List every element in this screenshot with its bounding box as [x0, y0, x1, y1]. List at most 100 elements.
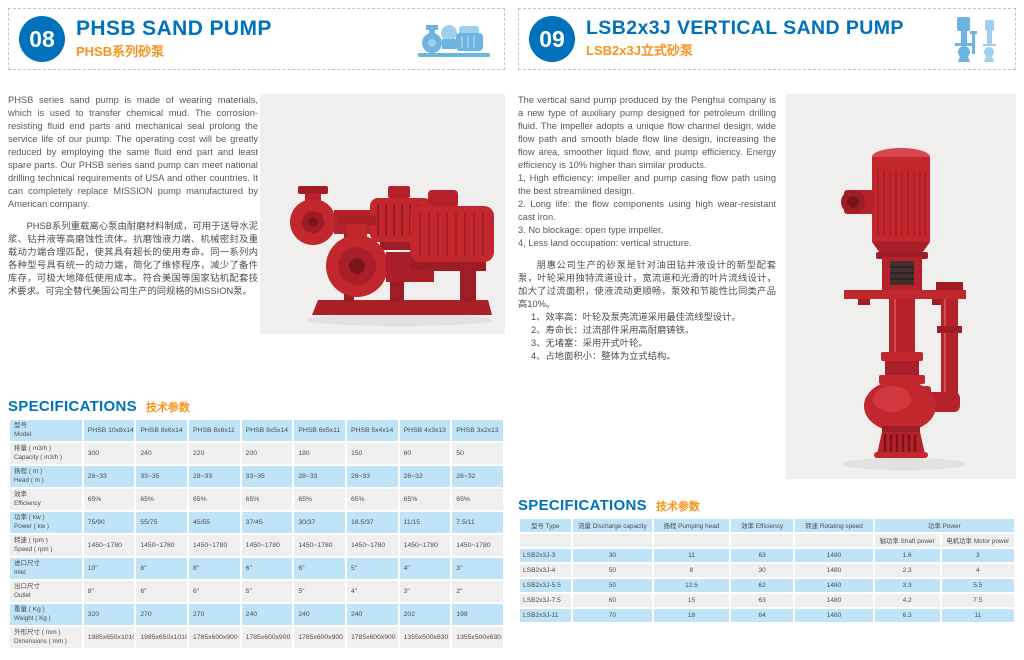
- header-cell: 转速 Rotating speed: [795, 519, 873, 532]
- row-label-cell: 功率 ( kw ) Power ( kw ): [10, 512, 82, 533]
- table-subheader-row: 轴功率 Shaft power 电机功率 Motor power: [520, 534, 1014, 547]
- header-cell: 扬程 Pumping head: [654, 519, 729, 532]
- table-row: LSB2x3J-4 50 8 30 1480 2.3 4: [520, 564, 1014, 577]
- feature-list-item: 2、寿命长：过流部件采用高耐磨铸铁。: [531, 325, 695, 335]
- spec-value-cell: 5": [294, 581, 345, 602]
- row-label-cell: 转速 ( rpm ) Speed ( rpm ): [10, 535, 82, 556]
- lsb-text: The vertical sand pump produced by the P…: [518, 94, 776, 363]
- feature-list-item: 3、无堵塞：采用开式叶轮。: [531, 338, 648, 348]
- section-title: LSB2x3J VERTICAL SAND PUMP: [586, 16, 904, 39]
- spec-value-cell: 63: [730, 549, 794, 562]
- type-cell: LSB2x3J-7.5: [520, 594, 571, 607]
- row-label-cell: 扬程 ( m ) Head ( m ): [10, 466, 82, 487]
- label-en: Head ( m ): [14, 477, 44, 484]
- spec-value-cell: 28~33: [189, 466, 240, 487]
- spec-value-cell: 1480: [795, 564, 873, 577]
- model-cell: PHSB 8x5x14: [241, 420, 293, 441]
- lsb-spec-table: 型号 Type 流量 Discharge capacity 扬程 Pumping h…: [518, 517, 1016, 624]
- lsb-spec-heading: SPECIFICATIONS 技术参数: [518, 497, 1016, 515]
- table-row: 功率 ( kw ) Power ( kw ) 75/90 55/75 45/55 37/4…: [10, 512, 503, 533]
- phsb-text: PHSB series sand pump is made of wearing…: [8, 94, 258, 298]
- spec-value-cell: 1450~1780: [399, 535, 451, 556]
- spec-value-cell: 3.3: [874, 579, 940, 592]
- spec-value-cell: 1480: [795, 594, 873, 607]
- spec-value-cell: 6": [294, 558, 345, 579]
- table-row: 出口尺寸 Outlet 8" 6" 6" 5" 5" 4" 3" 2": [10, 581, 503, 602]
- label-en: Speed ( rpm ): [14, 546, 53, 553]
- spec-value-cell: 4.2: [874, 594, 940, 607]
- spec-value-cell: 8": [83, 581, 135, 602]
- table-header-row: 型号 Model PHSB 10x8x14 PHSB 8x6x14 PHSB 8x6x1…: [10, 420, 503, 441]
- type-cell: LSB2x3J-11: [520, 609, 571, 622]
- spec-value-cell: 30: [730, 564, 794, 577]
- lsb-feature-list-zh: 1、效率高：叶轮及泵壳流道采用最佳流线型设计。 2、寿命长：过流部件采用高耐磨铸铁…: [518, 311, 776, 363]
- feature-list-item: 4、占地面积小：整体为立式结构。: [531, 351, 676, 361]
- header-cell: 流量 Discharge capacity: [572, 519, 653, 532]
- label-zh: 转速 ( rpm ): [14, 537, 48, 544]
- spec-value-cell: 8: [654, 564, 729, 577]
- row-label-cell: 重量 ( Kg ) Weight ( Kg ): [10, 604, 82, 625]
- spec-value-cell: 70: [572, 609, 653, 622]
- spec-value-cell: 6": [241, 558, 293, 579]
- label-en: Weight ( Kg ): [14, 615, 51, 622]
- spec-value-cell: 180: [294, 443, 345, 464]
- table-row: LSB2x3J-5.5 50 12.5 62 1480 3.3 5.5: [520, 579, 1014, 592]
- label-zh: 出口尺寸: [14, 583, 40, 590]
- spec-value-cell: 65%: [189, 489, 240, 510]
- label-en: Capacity ( m3/h ): [14, 454, 62, 461]
- spec-value-cell: 55/75: [136, 512, 188, 533]
- spec-value-cell: 50: [452, 443, 503, 464]
- row-label-cell: 效率 Efficiency: [10, 489, 82, 510]
- empty-cell: [730, 534, 794, 547]
- lsb-pump-photo: [786, 94, 1016, 479]
- horizontal-pumps-illustration: [290, 186, 494, 326]
- spec-value-cell: 5": [346, 558, 398, 579]
- header-cell: 型号 Type: [520, 519, 571, 532]
- feature-list-item: 4, Less land occupation: vertical struct…: [518, 238, 692, 248]
- spec-value-cell: 11: [654, 549, 729, 562]
- phsb-header: 08 PHSB SAND PUMP PHSB系列砂泵: [8, 8, 505, 70]
- spec-value-cell: 202: [399, 604, 451, 625]
- spec-value-cell: 10": [83, 558, 135, 579]
- spec-value-cell: 64: [730, 609, 794, 622]
- lsb-description-zh: 朋惠公司生产的砂泵是针对油田钻井液设计的新型配套泵，叶轮采用独特流道设计，宽流道…: [518, 260, 776, 309]
- table-row: 进口尺寸 Inlet 10" 8" 8" 6" 6" 5" 4" 3": [10, 558, 503, 579]
- table-row: 排量 ( m3/h ) Capacity ( m3/h ) 300 240 220 200…: [10, 443, 503, 464]
- spec-value-cell: 45/55: [189, 512, 240, 533]
- spec-value-cell: 12.5: [654, 579, 729, 592]
- feature-list-item: 1、效率高：叶轮及泵壳流道采用最佳流线型设计。: [531, 312, 741, 322]
- label-en: Dimensions ( mm ): [14, 638, 67, 645]
- phsb-description-zh: PHSB系列重载离心泵由耐磨材料制成，可用于送导水泥浆、钻井液等高磨蚀性流体。抗…: [8, 221, 258, 296]
- spec-value-cell: 1450~1780: [346, 535, 398, 556]
- power-subheader-cell: 电机功率 Motor power: [941, 534, 1014, 547]
- type-cell: LSB2x3J-4: [520, 564, 571, 577]
- spec-title-en: SPECIFICATIONS: [8, 398, 137, 415]
- model-cell: PHSB 8x6x14: [136, 420, 188, 441]
- spec-value-cell: 4": [346, 581, 398, 602]
- spec-value-cell: 240: [136, 443, 188, 464]
- phsb-titles: PHSB SAND PUMP PHSB系列砂泵: [76, 17, 414, 60]
- model-cell: PHSB 6x5x11: [294, 420, 345, 441]
- phsb-content: PHSB series sand pump is made of wearing…: [8, 94, 505, 334]
- row-label-cell: 排量 ( m3/h ) Capacity ( m3/h ): [10, 443, 82, 464]
- model-cell: PHSB 8x6x11: [189, 420, 240, 441]
- phsb-description-en: PHSB series sand pump is made of wearing…: [8, 95, 258, 209]
- lsb-description-en: The vertical sand pump produced by the P…: [518, 95, 776, 170]
- spec-value-cell: 198: [452, 604, 503, 625]
- empty-cell: [520, 534, 571, 547]
- section-subtitle: PHSB系列砂泵: [76, 44, 165, 60]
- spec-value-cell: 300: [83, 443, 135, 464]
- empty-cell: [654, 534, 729, 547]
- spec-value-cell: 1480: [795, 579, 873, 592]
- spec-value-cell: 11/15: [399, 512, 451, 533]
- model-header-cell: 型号 Model: [10, 420, 82, 441]
- table-row: 转速 ( rpm ) Speed ( rpm ) 1450~1780 1450~178…: [10, 535, 503, 556]
- vertical-pump-illustration: [841, 148, 966, 470]
- model-cell: PHSB 4x3x13: [399, 420, 451, 441]
- spec-value-cell: 60: [399, 443, 451, 464]
- spec-value-cell: 5": [241, 581, 293, 602]
- spec-value-cell: 2.3: [874, 564, 940, 577]
- model-cell: PHSB 5x4x14: [346, 420, 398, 441]
- section-number-badge: 08: [19, 16, 65, 62]
